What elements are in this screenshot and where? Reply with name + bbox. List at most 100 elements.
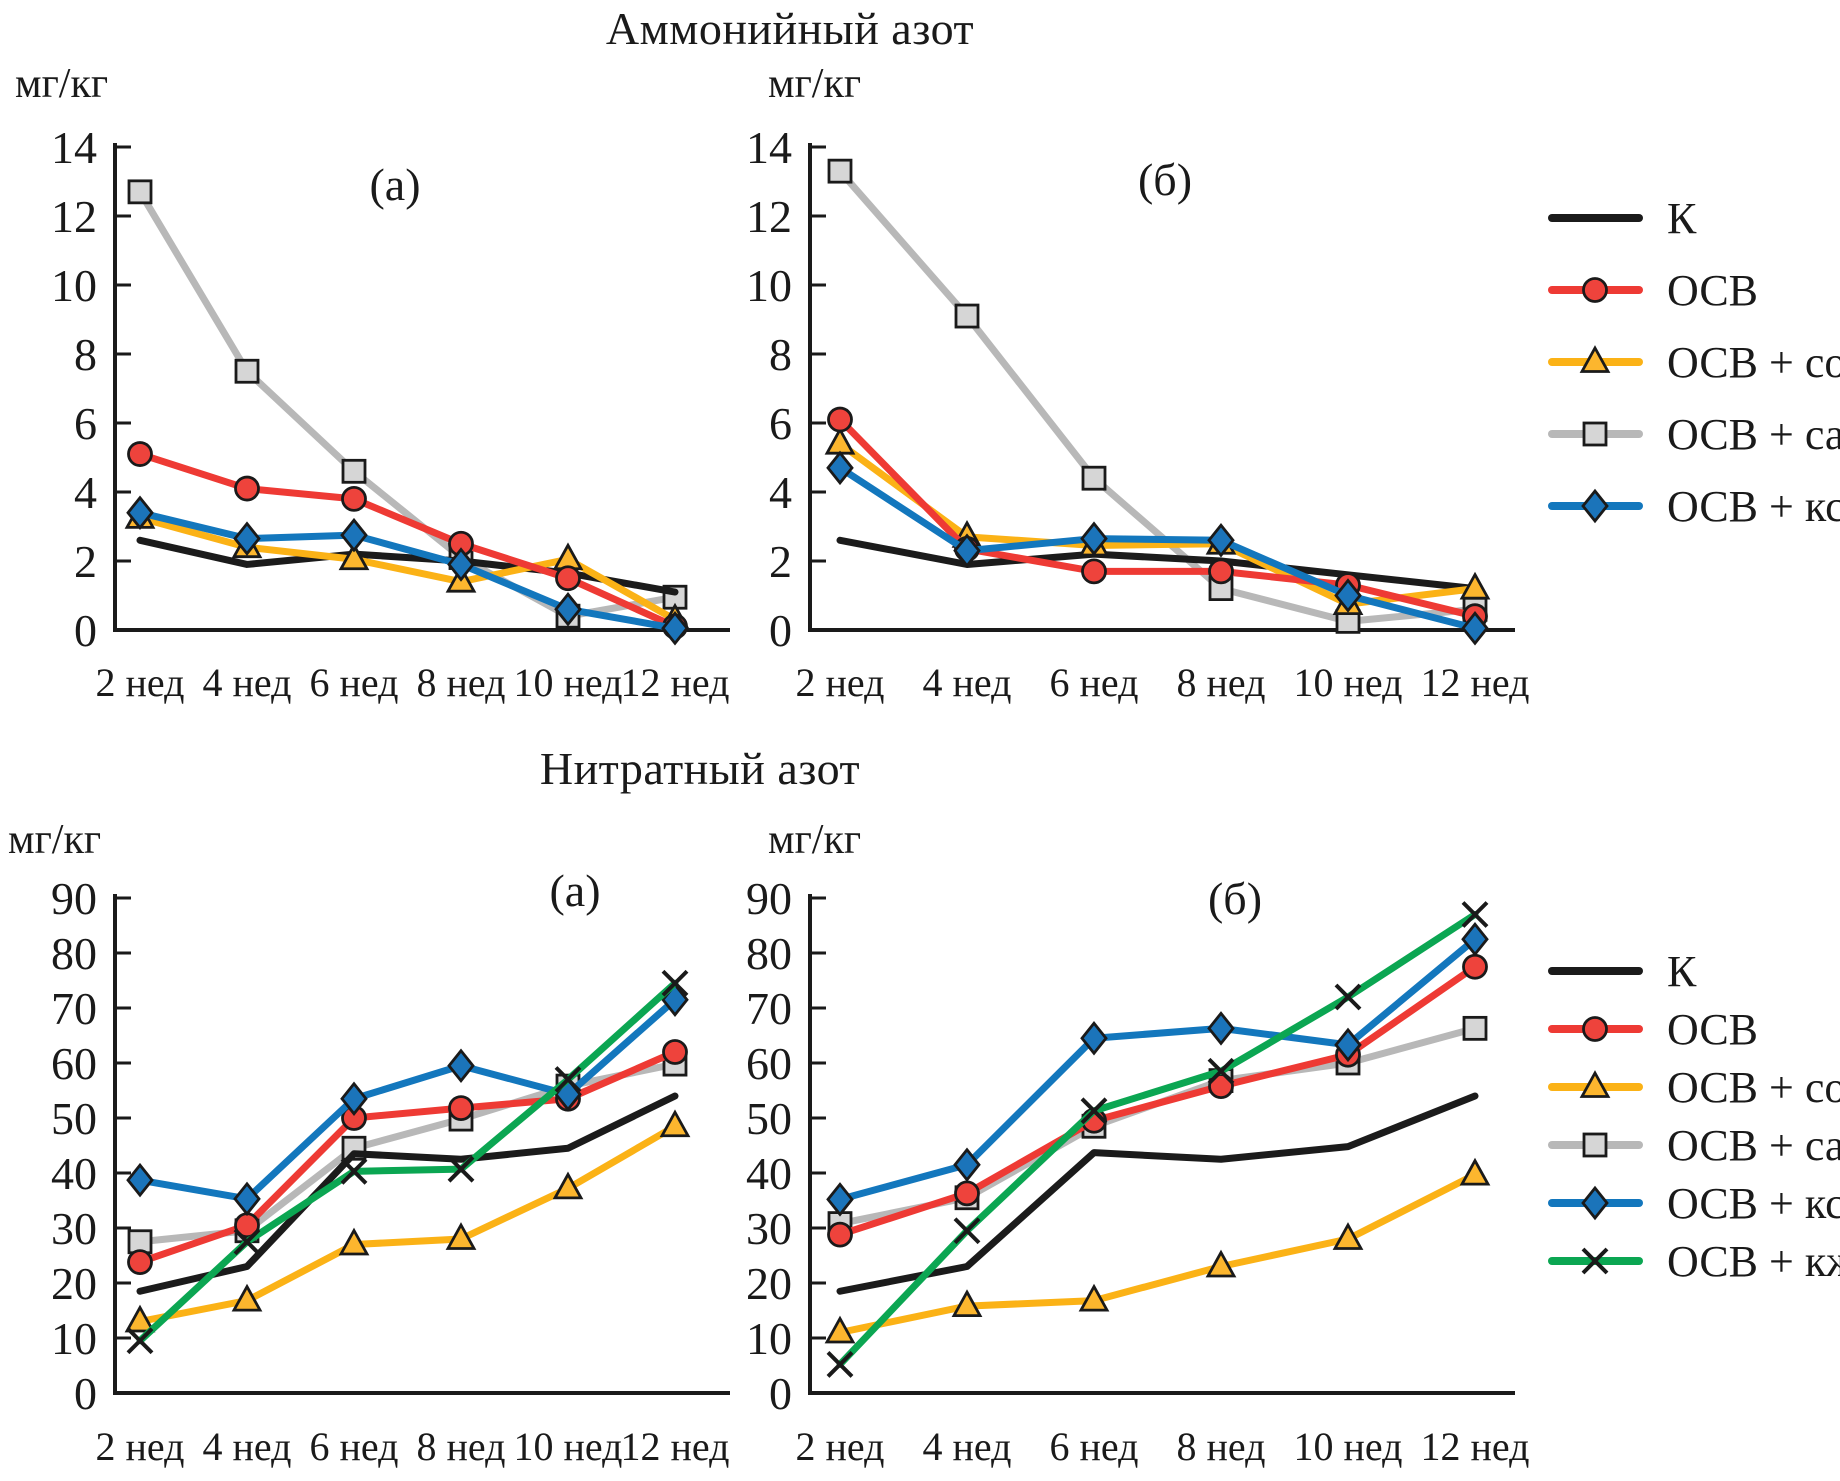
marker-osv-kzh xyxy=(1080,1097,1108,1125)
legend-label-osv-sap: ОСВ + сап xyxy=(1667,1120,1840,1170)
chart-ammonium-b: 0 2 4 6 8 10 12 14 2 нед 4 нед 6 нед 8 нед 10 нед 12 … xyxy=(746,122,1529,705)
series-line-osv-sol xyxy=(136,514,679,624)
series-line-osv-ks xyxy=(836,464,1479,632)
osv-sap-swatch-icon xyxy=(1548,421,1643,447)
marker-osv xyxy=(234,475,260,502)
legend-item-osv-ks: ОСВ + кс xyxy=(1548,470,1840,542)
x-tick-label: 12 нед xyxy=(621,1424,730,1469)
x-tick-label: 6 нед xyxy=(1050,660,1139,705)
legend-item-osv-ks: ОСВ + кс xyxy=(1548,1174,1840,1232)
marker-osv-ks xyxy=(126,495,154,530)
series-k xyxy=(836,536,1479,593)
series-line-osv-sap xyxy=(836,167,1479,625)
series-line-osv-ks xyxy=(136,996,679,1203)
series-line-osv-kzh xyxy=(136,979,679,1345)
marker-osv-ks xyxy=(1461,922,1489,957)
series-line-osv-ks xyxy=(836,935,1479,1203)
y-tick-label: 40 xyxy=(51,1148,97,1199)
x-tick-label: 6 нед xyxy=(1050,1424,1139,1469)
marker-osv-ks xyxy=(447,1048,475,1083)
series-osv-kzh xyxy=(826,901,1489,1378)
y-tick-label: 0 xyxy=(74,1368,97,1419)
legend-label-k: К xyxy=(1667,946,1697,996)
x-tick-label: 4 нед xyxy=(923,660,1012,705)
marker-osv-sap xyxy=(1582,421,1608,447)
marker-osv xyxy=(954,1180,980,1207)
legend-item-osv: ОСВ xyxy=(1548,254,1840,326)
x-tick-label: 4 нед xyxy=(923,1424,1012,1469)
k-swatch-icon xyxy=(1548,967,1643,975)
marker-osv xyxy=(827,406,853,433)
marker-osv-sol xyxy=(552,542,584,571)
marker-osv-sap xyxy=(954,303,980,329)
legend-item-k: К xyxy=(1548,182,1840,254)
series-line-osv xyxy=(136,450,679,631)
y-tick-label: 60 xyxy=(746,1038,792,1089)
marker-osv xyxy=(448,1095,474,1121)
marker-osv xyxy=(127,441,153,467)
marker-osv-kzh xyxy=(1334,983,1362,1011)
y-tick-label: 0 xyxy=(769,605,792,656)
marker-osv-sap xyxy=(234,358,260,384)
legend-label-osv-sol: ОСВ + сол xyxy=(1667,1062,1840,1112)
legend-item-osv-sap: ОСВ + сап xyxy=(1548,398,1840,470)
legend-label-osv: ОСВ xyxy=(1667,265,1759,315)
legend-item-osv-kzh: ОСВ + кж xyxy=(1548,1232,1840,1290)
y-tick-label: 50 xyxy=(746,1093,792,1144)
marker-osv xyxy=(827,1221,853,1248)
series-k xyxy=(136,536,679,596)
marker-osv-sap xyxy=(1081,465,1107,491)
marker-osv-ks xyxy=(826,1182,854,1217)
marker-osv-sol xyxy=(1459,1157,1491,1186)
marker-osv-kzh xyxy=(554,1066,582,1093)
y-tick-label: 10 xyxy=(51,1313,97,1364)
marker-osv-ks xyxy=(1334,578,1362,613)
series-k xyxy=(836,1092,1479,1295)
marker-osv-sap xyxy=(341,458,367,484)
panel-label-nitrate-b: (б) xyxy=(1207,873,1263,924)
marker-osv-sol xyxy=(1579,345,1611,373)
legend-label-osv-sol: ОСВ + сол xyxy=(1667,337,1840,387)
marker-osv-ks xyxy=(661,611,689,646)
y-tick-label: 30 xyxy=(51,1203,97,1254)
marker-osv-sol xyxy=(951,1289,983,1317)
series-osv-sol xyxy=(824,1157,1491,1344)
marker-osv-kzh xyxy=(1581,1247,1609,1275)
marker-osv-sol xyxy=(1332,1222,1364,1250)
marker-osv-sol xyxy=(1205,1249,1237,1278)
series-line-osv-sap xyxy=(836,1024,1479,1228)
marker-osv xyxy=(555,565,581,592)
y-tick-label: 6 xyxy=(74,398,97,449)
x-tick-label: 10 нед xyxy=(1294,1424,1403,1469)
marker-osv-kzh xyxy=(126,1327,154,1355)
marker-osv-ks xyxy=(1207,1011,1235,1046)
y-tick-label: 12 xyxy=(746,191,792,242)
y-tick-label: 30 xyxy=(746,1203,792,1254)
marker-osv-ks xyxy=(1207,523,1235,558)
y-axis-unit-label-ammonium-a: мг/кг xyxy=(15,61,109,107)
x-tick-label: 2 нед xyxy=(96,660,185,705)
series-line-osv xyxy=(836,963,1479,1239)
series-line-k xyxy=(836,1092,1479,1295)
x-tick-label: 2 нед xyxy=(96,1424,185,1469)
marker-osv-ks xyxy=(340,1081,368,1116)
marker-osv-sol xyxy=(824,1315,856,1344)
marker-osv xyxy=(341,485,367,512)
x-tick-label: 12 нед xyxy=(621,660,730,705)
legend-item-osv-sap: ОСВ + сап xyxy=(1548,1116,1840,1174)
legend-label-k: К xyxy=(1667,193,1697,243)
marker-osv-ks xyxy=(953,1147,981,1182)
marker-osv xyxy=(1582,1016,1608,1042)
section-title-nitrate: Нитратный азот xyxy=(539,743,861,794)
series-line-osv xyxy=(136,1048,679,1266)
x-tick-label: 8 нед xyxy=(1177,660,1266,705)
series-osv-sap xyxy=(827,158,1488,634)
osv-sap-swatch-icon xyxy=(1548,1132,1643,1158)
y-tick-label: 80 xyxy=(746,928,792,979)
osv-ks-swatch-icon xyxy=(1548,488,1643,524)
y-axis-unit-label-nitrate-a: мг/кг xyxy=(8,817,102,863)
y-tick-label: 60 xyxy=(51,1038,97,1089)
